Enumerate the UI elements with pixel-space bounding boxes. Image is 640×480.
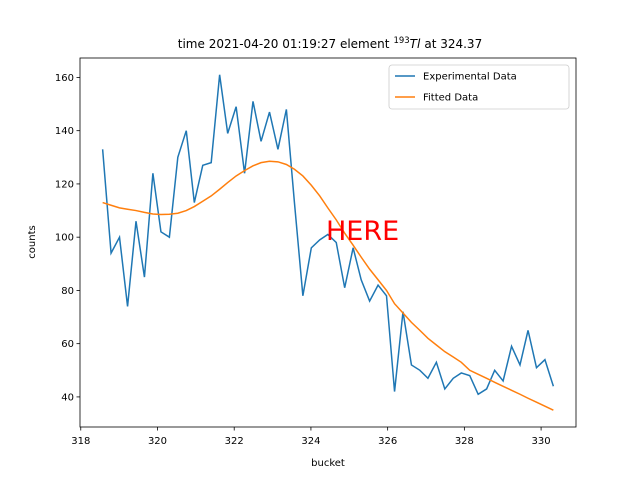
x-tick-label: 322 [225, 436, 244, 447]
y-tick-label: 140 [55, 126, 74, 137]
chart-title: time 2021-04-20 01:19:27 element 193Tl at … [178, 36, 482, 51]
title-suffix: at 324.37 [424, 37, 482, 51]
y-tick-label: 60 [61, 339, 74, 350]
x-axis-label: bucket [311, 458, 345, 469]
x-tick-label: 330 [532, 436, 551, 447]
y-tick-label: 100 [55, 233, 74, 244]
y-tick-label: 40 [61, 392, 74, 403]
legend-label: Fitted Data [423, 93, 478, 104]
legend-box [388, 64, 570, 110]
x-tick-label: 328 [455, 436, 474, 447]
x-tick-label: 324 [301, 436, 320, 447]
x-tick-label: 318 [71, 436, 90, 447]
x-tick-label: 320 [148, 436, 167, 447]
title-text: time 2021-04-20 01:19:27 element [178, 37, 390, 51]
y-tick-label: 80 [61, 286, 74, 297]
y-tick-label: 160 [55, 73, 74, 84]
y-tick-label: 120 [55, 179, 74, 190]
data-line [101, 74, 555, 396]
annotation: HERE [326, 216, 399, 247]
data-line [102, 160, 554, 411]
title-mass: 193 [393, 36, 409, 46]
plot-frame [79, 57, 577, 428]
x-tick-label: 326 [378, 436, 397, 447]
y-axis-label: counts [27, 225, 38, 258]
legend-label: Experimental Data [423, 72, 517, 83]
title-symbol: Tl [410, 37, 421, 51]
